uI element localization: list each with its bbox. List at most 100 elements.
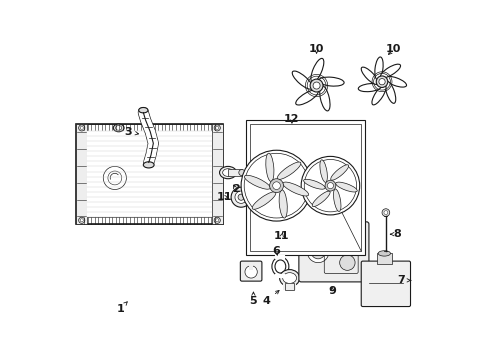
Text: 10: 10 <box>386 44 401 54</box>
Circle shape <box>340 255 355 270</box>
Circle shape <box>384 211 388 215</box>
Ellipse shape <box>292 71 313 89</box>
Circle shape <box>238 194 244 200</box>
Bar <box>245 120 365 255</box>
Text: 1: 1 <box>116 302 127 314</box>
Ellipse shape <box>272 257 289 276</box>
Bar <box>76 124 222 131</box>
Ellipse shape <box>361 67 378 85</box>
Ellipse shape <box>334 189 341 211</box>
Circle shape <box>80 219 83 222</box>
Text: 2: 2 <box>232 184 240 194</box>
Text: 7: 7 <box>397 275 411 285</box>
Ellipse shape <box>378 251 391 256</box>
Bar <box>283 283 296 289</box>
Bar <box>377 253 392 264</box>
Ellipse shape <box>296 90 318 105</box>
Circle shape <box>310 79 323 92</box>
Ellipse shape <box>275 260 286 273</box>
Circle shape <box>216 126 219 130</box>
Text: 3: 3 <box>124 127 139 137</box>
Text: 10: 10 <box>309 44 324 54</box>
Text: 12: 12 <box>284 114 300 123</box>
Circle shape <box>311 245 325 259</box>
Circle shape <box>272 182 280 189</box>
Ellipse shape <box>319 86 330 111</box>
Ellipse shape <box>279 190 287 218</box>
Bar <box>285 283 294 289</box>
Bar <box>249 124 361 251</box>
Circle shape <box>327 183 334 189</box>
Ellipse shape <box>385 81 396 103</box>
Ellipse shape <box>116 126 122 130</box>
Circle shape <box>273 209 294 229</box>
Text: 4: 4 <box>263 291 279 306</box>
Text: 5: 5 <box>249 292 257 306</box>
Circle shape <box>235 191 247 203</box>
Ellipse shape <box>372 85 386 105</box>
Ellipse shape <box>375 57 383 80</box>
Ellipse shape <box>331 165 349 180</box>
Circle shape <box>108 171 122 185</box>
Text: 8: 8 <box>391 229 401 239</box>
Bar <box>76 124 222 224</box>
Ellipse shape <box>320 160 327 182</box>
Circle shape <box>78 125 85 131</box>
Circle shape <box>216 219 219 222</box>
Ellipse shape <box>283 273 296 283</box>
Circle shape <box>313 82 320 89</box>
Ellipse shape <box>113 124 124 132</box>
Circle shape <box>280 216 287 222</box>
Circle shape <box>78 217 85 223</box>
Circle shape <box>325 180 336 191</box>
Bar <box>212 124 222 224</box>
Circle shape <box>379 78 385 85</box>
Ellipse shape <box>312 191 330 207</box>
Ellipse shape <box>311 58 324 82</box>
Circle shape <box>376 76 388 87</box>
Ellipse shape <box>239 170 245 176</box>
Ellipse shape <box>318 77 344 86</box>
Ellipse shape <box>245 175 270 189</box>
Circle shape <box>334 234 353 253</box>
Text: 11: 11 <box>217 192 232 202</box>
Ellipse shape <box>280 270 300 287</box>
Bar <box>76 217 222 224</box>
Circle shape <box>314 248 322 256</box>
Circle shape <box>277 213 290 225</box>
Bar <box>228 170 242 176</box>
Ellipse shape <box>283 182 309 196</box>
FancyBboxPatch shape <box>240 261 262 281</box>
Ellipse shape <box>220 166 237 179</box>
Ellipse shape <box>358 84 381 92</box>
Text: 6: 6 <box>272 246 280 256</box>
Circle shape <box>301 156 360 215</box>
Circle shape <box>103 166 126 189</box>
Circle shape <box>270 179 283 193</box>
Ellipse shape <box>277 162 301 179</box>
Circle shape <box>245 266 257 278</box>
FancyBboxPatch shape <box>361 261 411 306</box>
Circle shape <box>231 187 251 207</box>
Bar <box>87 131 212 217</box>
Ellipse shape <box>380 64 400 78</box>
Bar <box>76 124 87 224</box>
Circle shape <box>214 125 220 131</box>
Ellipse shape <box>304 179 325 189</box>
Text: 11: 11 <box>274 231 290 241</box>
Ellipse shape <box>139 108 148 113</box>
Ellipse shape <box>385 76 407 87</box>
Ellipse shape <box>252 192 276 209</box>
FancyBboxPatch shape <box>299 222 369 282</box>
Bar <box>249 264 253 270</box>
Circle shape <box>214 217 220 223</box>
Text: 9: 9 <box>328 286 336 296</box>
Circle shape <box>382 209 390 216</box>
Ellipse shape <box>144 162 154 168</box>
Circle shape <box>80 126 83 130</box>
Circle shape <box>241 150 312 221</box>
Ellipse shape <box>336 182 357 192</box>
Circle shape <box>307 241 329 263</box>
Ellipse shape <box>266 153 274 181</box>
Ellipse shape <box>222 169 233 176</box>
